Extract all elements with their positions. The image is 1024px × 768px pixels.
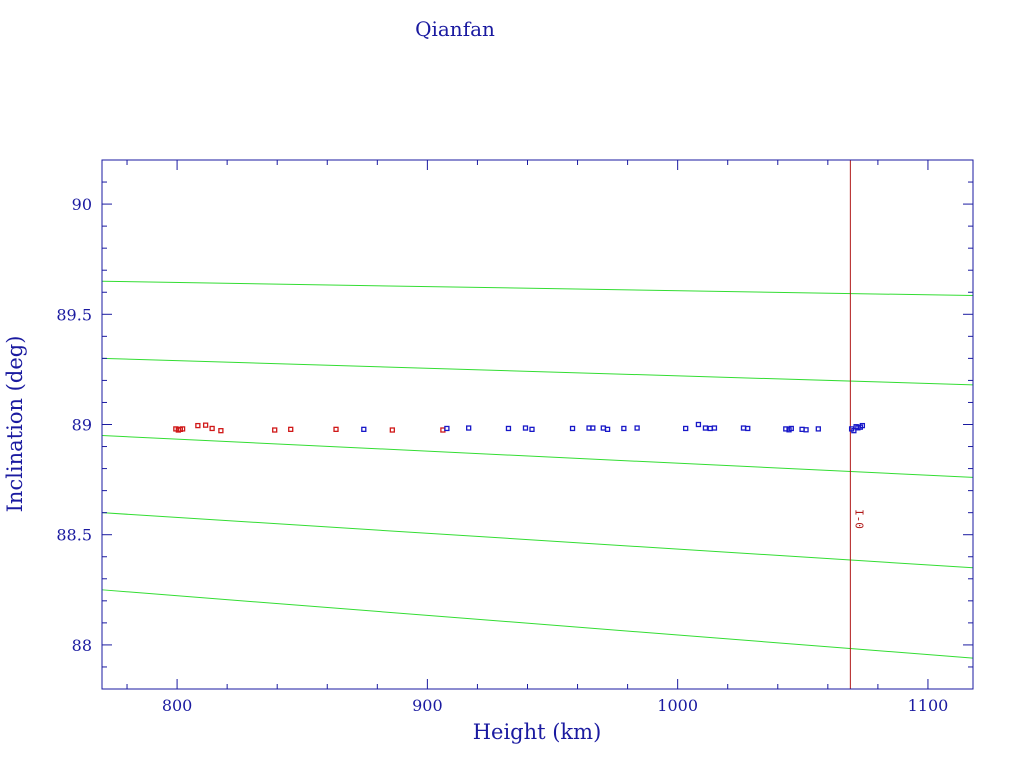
guide-line-5 [101,589,974,659]
data-point [333,426,339,432]
tick-labels: 800 900 1000 1100 88 88.5 89 89.5 90 [56,195,948,715]
data-point [604,426,611,432]
data-point [683,425,689,432]
data-point [569,425,576,432]
data-points [173,421,866,434]
reference-line-label: I-0 [852,509,865,529]
x-axis-label: Height (km) [473,720,602,744]
y-tick-label: 88 [72,636,92,655]
y-tick-label: 90 [72,195,92,214]
guide-line-2 [101,357,974,386]
data-point [740,425,747,431]
y-tick-label: 89.5 [56,305,92,324]
axis-ticks [102,159,973,690]
guide-line-1 [101,280,974,297]
data-point [288,426,294,432]
data-point [634,425,640,431]
plot-frame [101,159,974,690]
data-point [195,422,201,429]
x-tick-label: 1100 [908,696,949,715]
data-point [702,425,709,431]
data-point [859,422,866,429]
data-point [711,425,718,431]
x-tick-label: 800 [162,696,193,715]
data-point [179,426,186,432]
y-axis-label: Inclination (deg) [3,336,27,513]
data-point [361,426,367,432]
data-point [272,427,278,433]
data-point [522,425,529,431]
data-point [815,426,821,432]
data-point [803,427,809,433]
data-point [695,421,702,428]
data-point [218,428,224,434]
data-point [745,425,751,432]
data-point [783,426,789,432]
chart-title: Qianfan [415,17,495,41]
data-point [202,422,209,428]
data-point [529,426,535,432]
guide-line-4 [101,512,974,569]
data-point [788,425,794,432]
reference-line-group: I-0 [849,160,865,689]
x-tick-label: 1000 [657,696,698,715]
y-tick-label: 88.5 [56,526,92,545]
data-point [590,425,596,431]
data-point [389,427,395,433]
x-tick-label: 900 [412,696,443,715]
data-point [621,425,627,432]
data-point [466,425,472,431]
guide-lines [101,280,974,659]
y-tick-label: 89 [72,416,92,435]
data-point [444,425,450,432]
data-point [707,425,713,432]
data-point [600,425,606,431]
data-point [209,425,215,432]
guide-line-3 [101,435,974,478]
data-point [505,425,512,432]
